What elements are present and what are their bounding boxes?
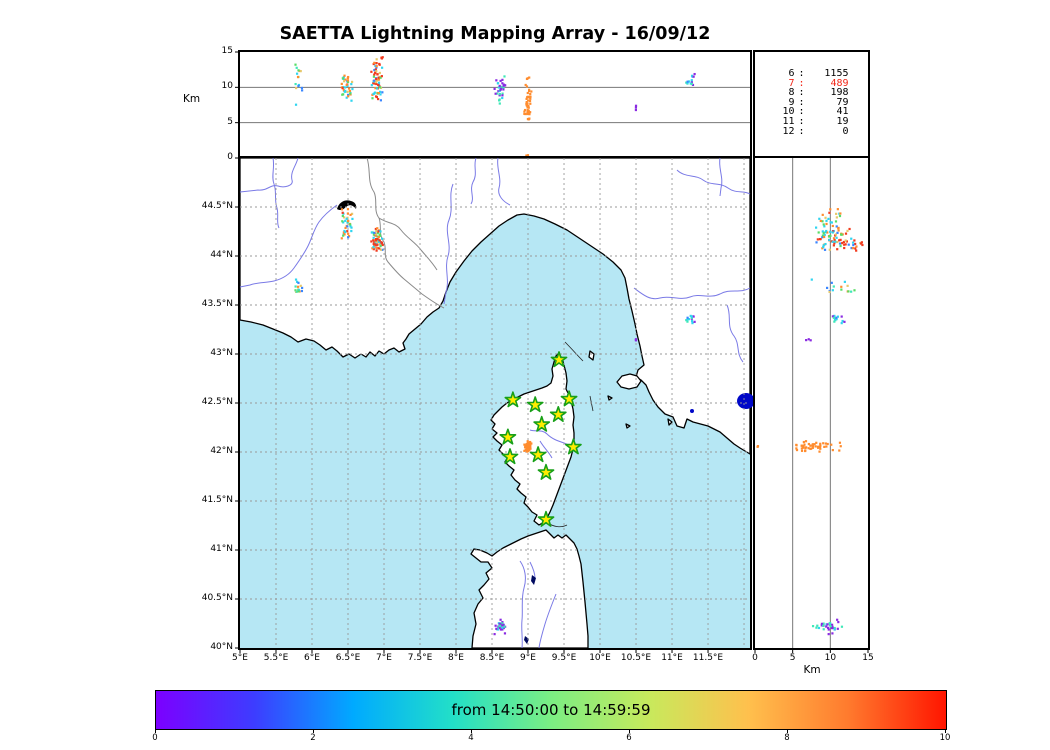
- map-gridlines: [240, 158, 750, 648]
- station-count-row: 6:1155: [788, 68, 849, 79]
- top-alt-tick-label: 0: [227, 152, 233, 162]
- map-tick-marks: [235, 206, 709, 653]
- right-alt-tick-label: 5: [789, 653, 796, 663]
- colorbar-tick-label: 8: [784, 733, 790, 743]
- lma-station-marker: [529, 446, 547, 463]
- lon-tick-label: 8.5°E: [479, 653, 505, 663]
- lat-tick-label: 40°N: [210, 642, 233, 652]
- right-alt-tick-label: 15: [862, 653, 874, 663]
- lat-tick-label: 41.5°N: [201, 495, 233, 505]
- top-alt-tick-label: 15: [221, 46, 233, 56]
- lightning-scatter-layer: [294, 208, 696, 636]
- station-count-row: 10:41: [782, 106, 849, 118]
- colorbar-tick: [787, 729, 788, 733]
- time-window-label: from 14:50:00 to 14:59:59: [451, 701, 651, 719]
- station-count-row: 9:79: [788, 96, 849, 108]
- lon-tick-label: 11°E: [661, 653, 683, 663]
- right-alt-tick-label: 10: [824, 653, 837, 663]
- lma-station-marker: [537, 463, 555, 480]
- lma-station-marker: [533, 415, 551, 432]
- lon-tick-label: 5°E: [232, 653, 248, 663]
- lon-tick-label: 7.5°E: [407, 653, 433, 663]
- lma-station-markers: [499, 351, 582, 527]
- lma-station-marker: [499, 428, 517, 445]
- landmass-layer: [239, 157, 751, 649]
- station-count-row: 11:19: [782, 115, 849, 127]
- lma-station-marker: [550, 351, 568, 368]
- lat-tick-label: 41°N: [210, 544, 233, 554]
- altitude-latitude-panel: [753, 156, 870, 653]
- lon-tick-label: 6.5°E: [335, 653, 361, 663]
- rivers-layer: [239, 157, 751, 649]
- time-colorbar: from 14:50:00 to 14:59:59: [155, 690, 947, 730]
- lightning-scatter-layer: [756, 208, 864, 636]
- top-alt-tick-label: 5: [227, 116, 233, 127]
- lightning-scatter-layer: [294, 56, 696, 157]
- lma-station-marker: [537, 510, 555, 527]
- station-count-row: 12:0: [782, 125, 849, 137]
- lon-tick-label: 8°E: [448, 653, 464, 663]
- station-stats-box: 6:1155 7:489 8:198 9:79 10:41 11:19 12:0: [753, 50, 870, 160]
- right-alt-tick-label: 0: [752, 653, 758, 663]
- map-plot: [235, 157, 755, 653]
- lon-tick-label: 5.5°E: [263, 653, 289, 663]
- lma-station-marker: [504, 391, 522, 408]
- station-count-row: 8:198: [788, 87, 849, 99]
- colorbar-tick: [945, 729, 946, 733]
- lma-station-marker: [549, 406, 567, 422]
- lon-tick-label: 9°E: [520, 653, 536, 663]
- station-count-row: 7:489: [788, 77, 849, 89]
- colorbar-tick-label: 4: [468, 733, 474, 743]
- lat-tick-label: 43°N: [210, 348, 233, 358]
- lat-tick-label: 44.5°N: [201, 201, 233, 211]
- lma-station-marker: [565, 438, 582, 455]
- colorbar-tick-label: 6: [626, 733, 632, 743]
- colorbar-tick: [155, 729, 156, 733]
- colorbar-tick: [629, 729, 630, 733]
- lma-station-marker: [501, 448, 519, 465]
- country-borders-layer: [366, 157, 445, 309]
- lon-tick-label: 6°E: [304, 653, 320, 663]
- map-panel: [235, 156, 755, 653]
- lon-tick-label: 7°E: [376, 653, 392, 663]
- colorbar-tick: [313, 729, 314, 733]
- lat-tick-label: 43.5°N: [201, 299, 233, 309]
- lat-tick-label: 44°N: [210, 250, 233, 260]
- lat-tick-label: 42.5°N: [201, 397, 233, 407]
- lon-tick-label: 9.5°E: [551, 653, 577, 663]
- altitude-longitude-plot: [235, 51, 750, 159]
- colorbar-tick-label: 2: [310, 733, 316, 743]
- right-panel-tick-marks: [754, 648, 869, 653]
- lat-tick-label: 42°N: [210, 446, 233, 456]
- top-panel-gridlines: [240, 86, 750, 124]
- top-panel-tick-marks: [235, 51, 240, 159]
- colorbar-tick: [471, 729, 472, 733]
- lma-station-marker: [526, 396, 544, 413]
- lat-tick-label: 40.5°N: [201, 593, 233, 603]
- top-alt-tick-label: 10: [221, 81, 233, 92]
- lon-tick-label: 10.5°E: [620, 653, 652, 663]
- lma-station-marker: [560, 390, 578, 407]
- altitude-longitude-panel: [235, 50, 752, 160]
- colorbar-tick-label: 10: [939, 733, 951, 743]
- page-title: SAETTA Lightning Mapping Array - 16/09/1…: [279, 24, 711, 44]
- lakes-layer: [337, 200, 755, 644]
- altitude-axis-label: Km: [183, 93, 201, 105]
- altitude-latitude-plot: [754, 158, 869, 653]
- lon-tick-label: 11.5°E: [692, 653, 724, 663]
- lon-tick-label: 10°E: [589, 653, 611, 663]
- colorbar-tick-label: 0: [152, 733, 158, 743]
- right-altitude-axis-label: Km: [803, 664, 821, 676]
